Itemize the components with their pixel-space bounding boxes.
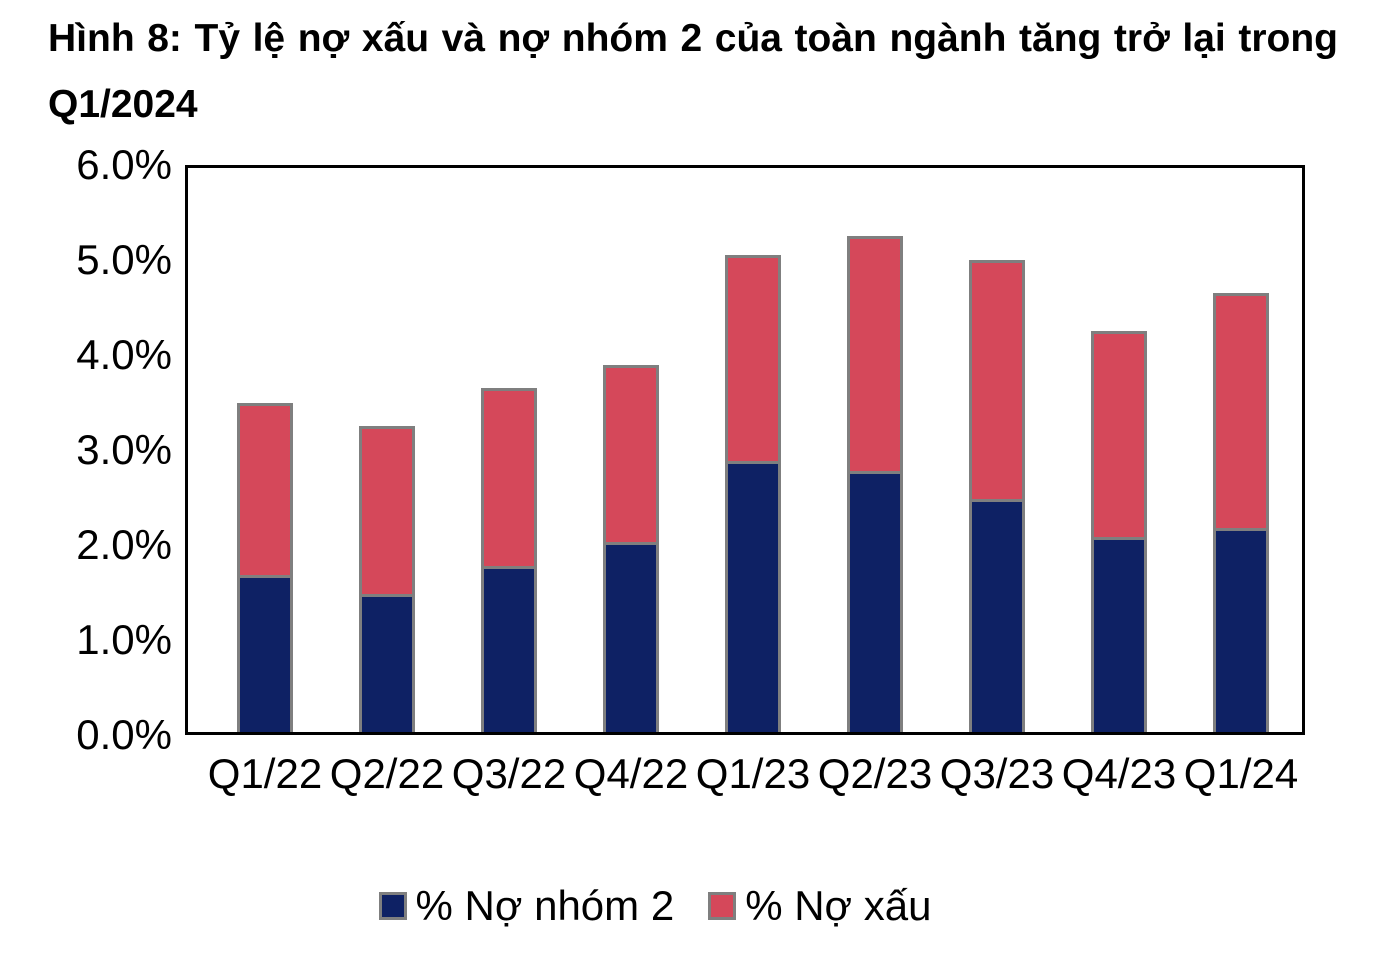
bar-segment-no-nhom-2-Q4/23 (1091, 540, 1147, 732)
legend-item-no-xau: % Nợ xấu (708, 882, 931, 930)
bar-segment-no-nhom-2-Q1/22 (237, 578, 293, 732)
y-tick-label-4.0%: 4.0% (76, 331, 172, 378)
bar-segment-no-nhom-2-Q3/22 (481, 568, 537, 732)
bar-segment-no-xau-Q2/23 (847, 236, 903, 474)
bar-segment-no-xau-Q1/24 (1213, 293, 1269, 531)
y-tick-label-6.0%: 6.0% (76, 141, 172, 188)
x-tick-label-Q4/23: Q4/23 (1061, 750, 1177, 797)
bar-segment-no-xau-Q3/22 (481, 388, 537, 569)
legend-item-no-nhom-2: % Nợ nhóm 2 (378, 882, 675, 930)
x-tick-label-Q1/24: Q1/24 (1183, 750, 1299, 797)
bar-segment-no-nhom-2-Q1/24 (1213, 530, 1269, 732)
bar-segment-no-xau-Q2/22 (359, 426, 415, 598)
x-tick-label-Q3/22: Q3/22 (451, 750, 567, 797)
chart-title: Hình 8: Tỷ lệ nợ xấu và nợ nhóm 2 của to… (48, 6, 1338, 138)
bar-segment-no-xau-Q4/22 (603, 364, 659, 545)
bar-segment-no-nhom-2-Q1/23 (725, 464, 781, 732)
chart-title-line1: Hình 8: Tỷ lệ nợ xấu và nợ nhóm 2 của to… (48, 17, 1338, 60)
legend-label-no-xau: % Nợ xấu (745, 882, 932, 929)
legend: % Nợ nhóm 2 % Nợ xấu (0, 882, 1310, 930)
bar-segment-no-xau-Q3/23 (969, 260, 1025, 503)
bar-segment-no-xau-Q1/23 (725, 255, 781, 465)
legend-swatch-no-xau (708, 892, 737, 920)
bar-segment-no-nhom-2-Q2/22 (359, 597, 415, 732)
chart-title-line2: Q1/2024 (48, 83, 198, 126)
y-tick-label-1.0%: 1.0% (76, 616, 172, 663)
y-tick-label-3.0%: 3.0% (76, 426, 172, 473)
bar-segment-no-xau-Q4/23 (1091, 331, 1147, 541)
bar-segment-no-nhom-2-Q2/23 (847, 473, 903, 732)
x-tick-label-Q1/22: Q1/22 (207, 750, 323, 797)
bar-segment-no-nhom-2-Q4/22 (603, 545, 659, 732)
y-tick-label-5.0%: 5.0% (76, 236, 172, 283)
bar-segment-no-nhom-2-Q3/23 (969, 502, 1025, 732)
legend-label-no-nhom-2: % Nợ nhóm 2 (415, 882, 675, 929)
x-tick-label-Q2/22: Q2/22 (329, 750, 445, 797)
bar-segment-no-xau-Q1/22 (237, 402, 293, 579)
legend-swatch-no-nhom-2 (378, 892, 407, 920)
y-tick-label-2.0%: 2.0% (76, 521, 172, 568)
x-tick-label-Q4/22: Q4/22 (573, 750, 689, 797)
y-tick-label-0.0%: 0.0% (76, 711, 172, 758)
x-tick-label-Q3/23: Q3/23 (939, 750, 1055, 797)
x-tick-label-Q1/23: Q1/23 (695, 750, 811, 797)
x-tick-label-Q2/23: Q2/23 (817, 750, 933, 797)
